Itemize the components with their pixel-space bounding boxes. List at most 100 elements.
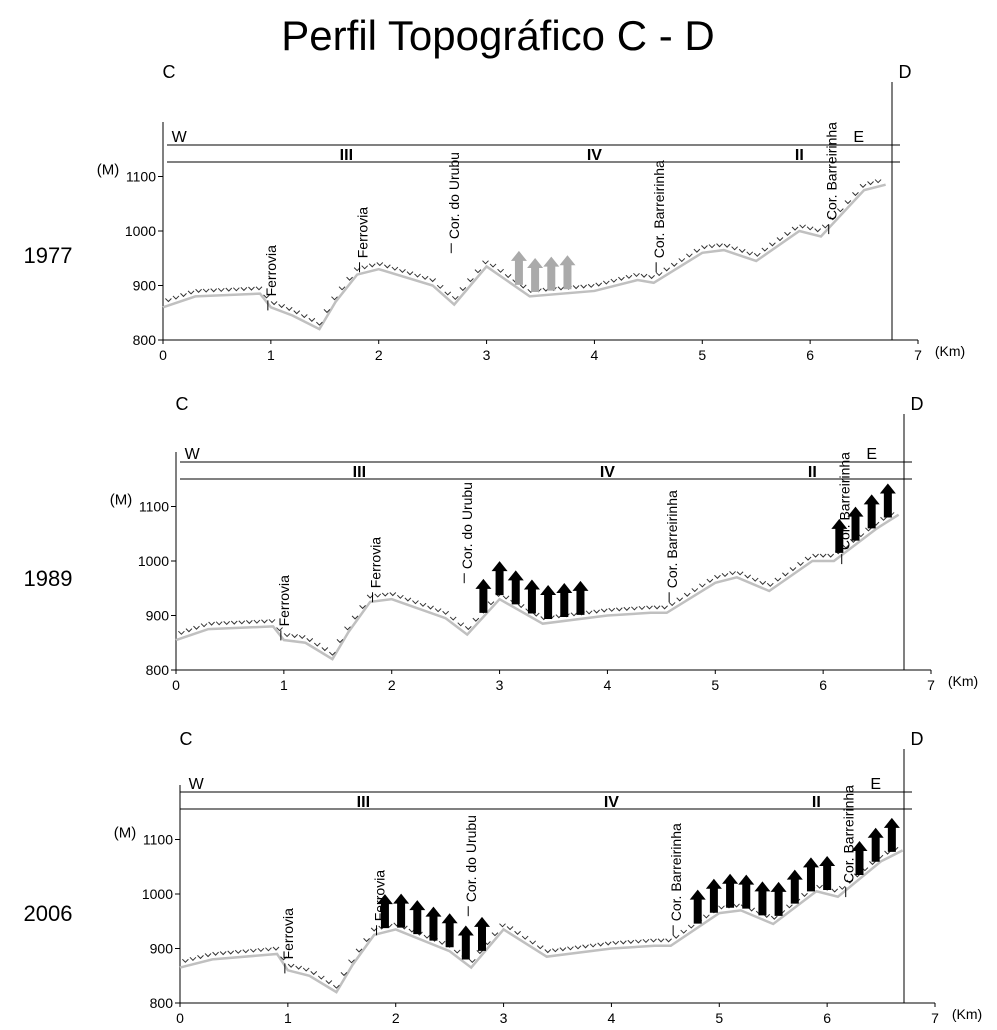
zone-label: E (866, 446, 877, 463)
arrow-icon (847, 506, 864, 541)
x-tick-label: 4 (591, 347, 599, 363)
y-unit: (M) (114, 825, 137, 842)
arrow-icon (819, 856, 836, 890)
end-label: D (911, 394, 924, 414)
x-tick-label: 0 (176, 1010, 184, 1026)
zone-label: IV (604, 794, 619, 811)
arrow-icon (559, 255, 576, 290)
arrow-icon (376, 894, 393, 929)
arrow-icon (507, 570, 524, 605)
annotation: Cor. Barreirinha (668, 823, 684, 921)
arrow-icon (527, 257, 544, 292)
zone-label: W (189, 776, 205, 793)
year-label: 1977 (24, 243, 73, 268)
y-tick-label: 1000 (125, 223, 156, 239)
annotation: Ferrovia (276, 575, 292, 627)
x-unit: (Km) (948, 673, 978, 689)
arrow-icon (705, 878, 722, 913)
profile-line (179, 849, 904, 994)
annotation: Cor. do Urubu (446, 152, 462, 239)
y-tick-label: 1100 (143, 832, 173, 848)
annotation: Cor. Barreirinha (664, 490, 680, 588)
arrow-icon (523, 579, 540, 614)
x-tick-label: 3 (500, 1010, 508, 1026)
annotation: Cor. Barreirinha (651, 160, 667, 258)
y-tick-label: 900 (133, 278, 157, 294)
x-tick-label: 5 (711, 677, 719, 693)
arrow-icon (722, 873, 739, 908)
y-tick-label: 1000 (138, 553, 169, 569)
annotation: Cor. do Urubu (463, 815, 479, 902)
zone-label: III (357, 794, 370, 811)
x-tick-label: 3 (483, 347, 491, 363)
x-tick-label: 0 (172, 677, 180, 693)
start-label: C (180, 729, 193, 749)
y-tick-label: 1100 (139, 499, 169, 515)
zone-label: E (853, 129, 864, 146)
arrow-icon (540, 584, 557, 619)
arrow-icon (457, 925, 474, 960)
y-unit: (M) (110, 492, 133, 509)
zone-label: E (870, 776, 881, 793)
annotation: Cor. Barreirinha (824, 122, 840, 220)
arrow-icon (393, 893, 410, 928)
end-label: D (911, 729, 924, 749)
y-tick-label: 800 (133, 332, 157, 348)
annotation: Ferrovia (368, 537, 384, 589)
x-unit: (Km) (935, 343, 965, 359)
arrow-icon (441, 913, 458, 948)
annotation: Cor. do Urubu (459, 482, 475, 569)
x-tick-label: 7 (927, 677, 935, 693)
arrow-icon (556, 582, 573, 617)
y-tick-label: 900 (146, 608, 170, 624)
annotation: Ferrovia (372, 870, 388, 922)
title: Perfil Topográfico C - D (281, 12, 714, 59)
x-tick-label: 2 (375, 347, 383, 363)
x-tick-label: 6 (823, 1010, 831, 1026)
y-tick-label: 800 (150, 995, 174, 1011)
annotation: Ferrovia (263, 245, 279, 297)
zone-label: II (808, 464, 817, 481)
vegetation (165, 179, 882, 326)
x-tick-label: 7 (914, 347, 922, 363)
arrow-icon (802, 857, 819, 892)
vegetation (178, 512, 895, 656)
x-tick-label: 6 (819, 677, 827, 693)
x-tick-label: 3 (496, 677, 504, 693)
x-unit: (Km) (952, 1006, 982, 1022)
arrow-icon (738, 874, 755, 909)
arrow-icon (474, 916, 490, 951)
x-tick-label: 7 (931, 1010, 939, 1026)
x-tick-label: 1 (280, 677, 288, 693)
y-unit: (M) (97, 162, 120, 179)
zone-label: II (795, 147, 804, 164)
year-label: 2006 (24, 901, 73, 926)
annotation: Cor. Barreirinha (841, 785, 857, 883)
y-tick-label: 800 (146, 662, 170, 678)
x-tick-label: 1 (284, 1010, 292, 1026)
x-tick-label: 4 (604, 677, 612, 693)
x-tick-label: 5 (698, 347, 706, 363)
arrow-icon (867, 827, 884, 862)
y-tick-label: 1100 (126, 169, 156, 185)
annotation: Ferrovia (280, 908, 296, 960)
year-label: 1989 (24, 566, 73, 591)
y-tick-label: 1000 (142, 886, 173, 902)
x-tick-label: 6 (806, 347, 814, 363)
profile-line (162, 183, 886, 331)
x-tick-label: 0 (159, 347, 167, 363)
x-tick-label: 5 (715, 1010, 723, 1026)
arrow-icon (425, 906, 442, 941)
start-label: C (163, 62, 176, 82)
zone-label: III (340, 147, 353, 164)
x-tick-label: 2 (388, 677, 396, 693)
arrow-icon (851, 841, 868, 876)
zone-label: III (353, 464, 366, 481)
arrow-icon (786, 869, 803, 904)
end-label: D (899, 62, 912, 82)
arrow-icon (689, 889, 706, 924)
zone-label: IV (587, 147, 602, 164)
arrow-icon (572, 580, 589, 615)
annotation: Cor. Barreirinha (837, 452, 853, 550)
